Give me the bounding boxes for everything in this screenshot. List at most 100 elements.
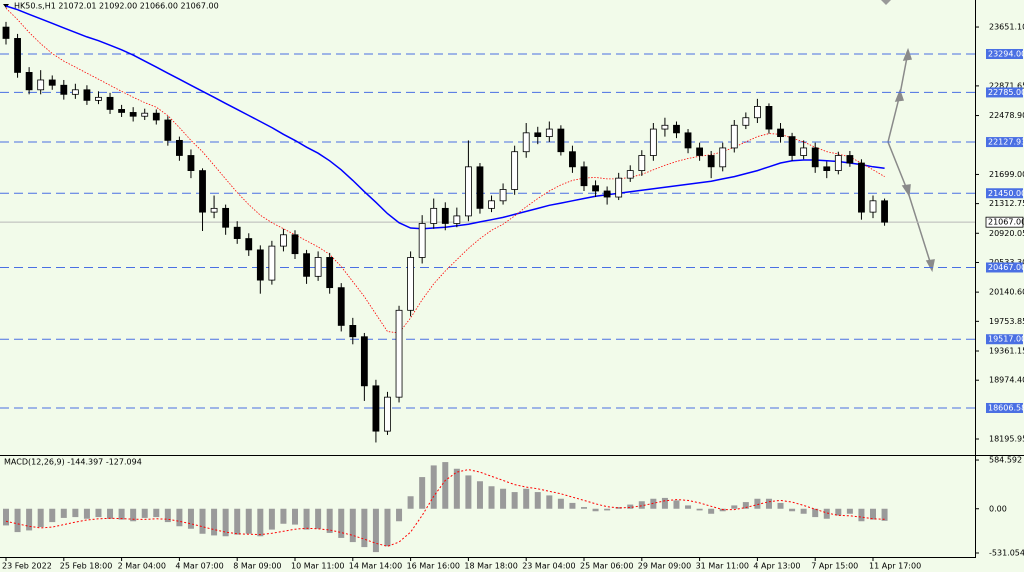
macd-bar [141,508,148,518]
macd-bar [303,508,310,530]
candle-body [696,147,703,156]
macd-bar [372,508,379,553]
macd-bar [534,492,541,509]
candle-body [268,245,276,281]
macd-bar [800,508,807,514]
level-label-box [986,137,1023,148]
macd-bar [592,508,599,512]
candle-body [545,128,553,138]
candle-body [846,155,854,164]
level-label-box [986,402,1023,413]
macd-bar [581,507,587,509]
macd-bar [338,508,345,538]
x-tick-label: 7 Apr 15:00 [811,562,858,571]
level-label: 23294.00 [988,49,1024,58]
y-tick-label: 22478.90 [989,111,1024,120]
macd-bar [569,502,576,509]
x-tick-label: 18 Mar 18:00 [464,562,517,571]
candle-body [280,234,287,247]
macd-bar [846,508,853,514]
macd-bar [604,508,611,511]
macd-bar [199,508,206,534]
candle-body [719,147,727,168]
candle-body [326,257,334,289]
candle-body [175,139,183,156]
candle-body [349,325,357,338]
macd-bar [211,508,218,536]
candle-body [222,207,230,228]
macd-bar [789,508,796,512]
arrowhead [901,184,911,198]
macd-bar [3,508,9,526]
macd-bar [465,475,472,509]
y-tick-label: 0.00 [989,504,1007,513]
x-tick-label: 14 Mar 14:00 [349,562,402,571]
candle-body [858,162,865,213]
arrowhead [902,47,912,61]
candle-body [314,257,322,277]
level-label: 22127.93 [988,138,1024,147]
candle-body [488,200,495,209]
x-tick-label: 29 Mar 09:00 [638,562,691,571]
macd-bar [384,508,391,547]
level-label: 20467.00 [988,263,1024,272]
y-tick-label: 23651.10 [989,23,1024,32]
macd-bar [754,498,761,509]
last-price-label: 21067.00 [988,218,1024,227]
y-tick-label: 22871.65 [989,81,1024,90]
candle-body [210,207,218,213]
candle-body [60,84,68,95]
x-tick-label: 23 Mar 04:00 [522,562,575,571]
macd-bar [615,507,622,509]
candle-body [118,109,125,113]
macd-bar [326,508,333,533]
macd-bar [673,500,680,509]
candle-body [256,249,264,281]
level-label: 18606.58 [988,403,1024,412]
candle-body [187,155,195,171]
macd-bar [176,508,183,527]
x-tick-label: 8 Mar 09:00 [233,562,281,571]
candle-body [384,396,391,432]
candle-body [811,147,819,168]
candle-body [395,309,403,398]
macd-bar [26,508,33,531]
macd-bar [187,508,194,529]
candle-body [626,170,634,179]
candle-body [83,89,91,101]
candle-body [407,257,415,311]
candle-body [649,128,657,156]
macd-bar [164,508,171,523]
macd-bar [858,508,865,522]
candle-body [592,185,599,192]
candle-body [823,166,831,171]
level-label-box [986,334,1023,345]
candle-body [430,207,438,224]
candle-body [869,200,877,213]
candle-body [245,238,253,251]
candle-body [476,166,484,209]
candle-body [534,132,542,138]
macd-bar [72,508,79,518]
macd-bar [107,508,114,519]
macd-bar [49,508,56,523]
macd-bar [765,498,772,509]
macd-bar [361,508,368,548]
candle-body [499,189,507,202]
macd-bar [685,505,692,509]
macd-bar [823,508,830,519]
x-tick-label: 25 Mar 06:00 [580,562,633,571]
x-tick-label: 11 Apr 17:00 [869,562,921,571]
candle-body [522,132,530,153]
y-tick-label: 20533.30 [989,258,1024,267]
candle-body [141,112,149,117]
candle-body [707,155,715,168]
level-label-box [986,262,1023,273]
y-tick-label: 584.592 [989,456,1022,465]
candle-body [464,166,472,217]
level-label-box [986,48,1023,59]
level-label-box [986,188,1023,199]
candle-body [569,151,576,168]
y-tick-label: -531.054 [989,549,1024,558]
